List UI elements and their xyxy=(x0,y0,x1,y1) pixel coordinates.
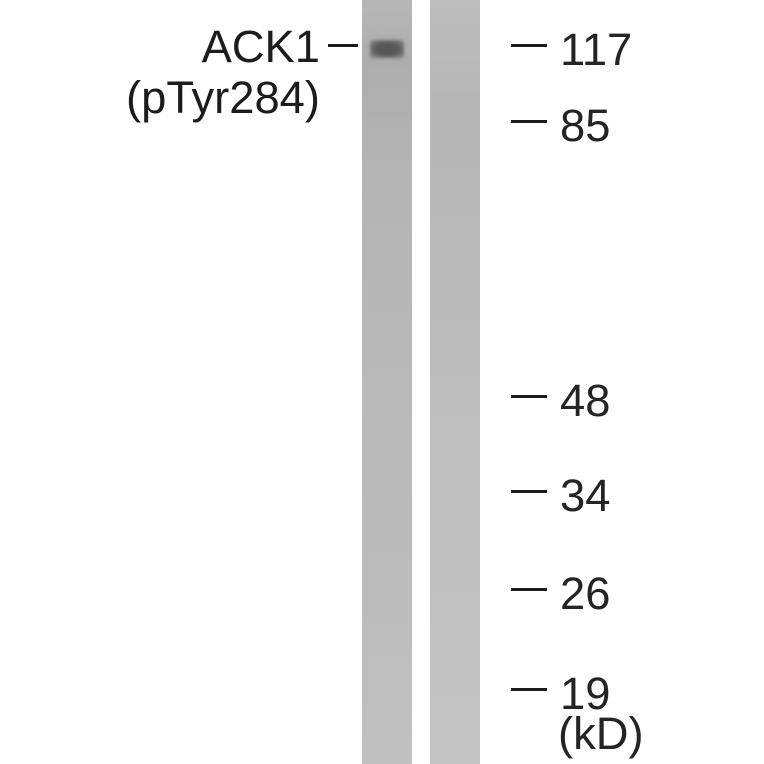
blot-lane-1-background xyxy=(362,0,412,764)
blot-band-ack1 xyxy=(370,40,404,58)
marker-label-26: 26 xyxy=(560,568,610,620)
marker-label-48: 48 xyxy=(560,375,610,427)
blot-lane-2-background xyxy=(430,0,480,764)
protein-label-tick xyxy=(328,44,358,47)
marker-label-34: 34 xyxy=(560,470,610,522)
marker-tick-48 xyxy=(511,395,547,398)
marker-tick-85 xyxy=(511,120,547,123)
blot-lane-1 xyxy=(362,0,412,764)
marker-tick-117 xyxy=(511,44,547,47)
marker-label-117: 117 xyxy=(560,24,632,76)
protein-name-line2: (pTyr284) xyxy=(126,72,320,123)
marker-tick-34 xyxy=(511,490,547,493)
marker-tick-26 xyxy=(511,588,547,591)
protein-label: ACK1 (pTyr284) xyxy=(126,22,320,124)
marker-tick-19 xyxy=(511,688,547,691)
marker-label-85: 85 xyxy=(560,100,610,152)
unit-label: (kD) xyxy=(558,708,644,760)
blot-lane-2 xyxy=(430,0,480,764)
protein-name-line1: ACK1 xyxy=(202,21,320,72)
